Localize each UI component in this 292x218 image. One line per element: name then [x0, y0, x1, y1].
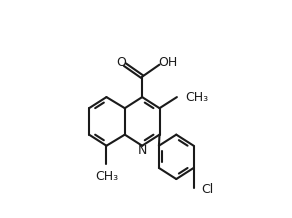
Text: OH: OH	[158, 56, 177, 69]
Text: CH₃: CH₃	[95, 170, 118, 182]
Text: N: N	[138, 144, 147, 157]
Text: O: O	[116, 56, 126, 69]
Text: CH₃: CH₃	[185, 91, 208, 104]
Text: Cl: Cl	[202, 183, 214, 196]
